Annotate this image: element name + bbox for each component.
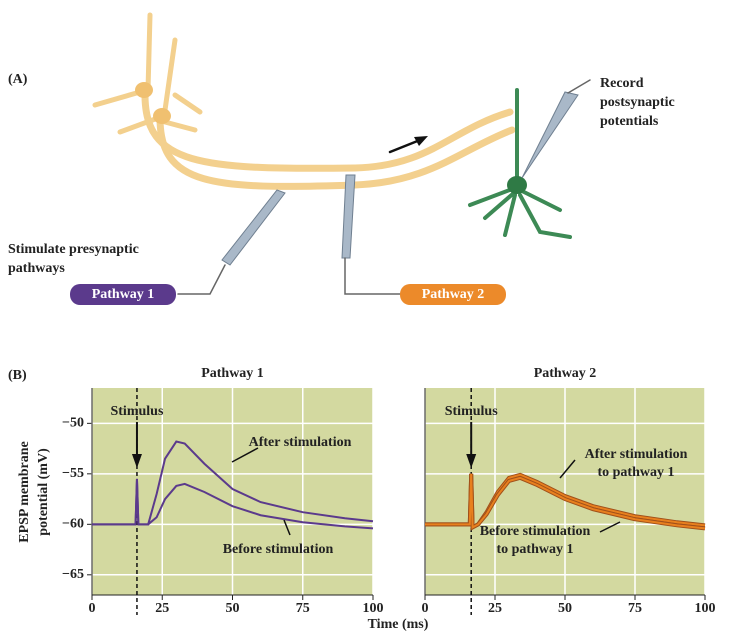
curve [425, 473, 706, 530]
pathway-pill: Pathway 2 [422, 287, 485, 302]
curve-label-line: After stimulation [585, 447, 688, 462]
stimulus-label: Stimulus [445, 404, 498, 419]
y-tick-label: −50 [62, 416, 84, 431]
curve-label-line: Before stimulation [223, 542, 334, 557]
curve-label-line: to pathway 1 [496, 542, 573, 557]
pathway-pill: Pathway 1 [92, 287, 155, 302]
leader-line [559, 459, 576, 479]
x-tick-label: 50 [226, 601, 240, 616]
x-tick-label: 75 [628, 601, 642, 616]
x-tick-label: 100 [363, 601, 384, 616]
curve [92, 478, 374, 530]
curve-label: Before stimulation to pathway 1 [480, 524, 591, 557]
stimulus-arrowhead [466, 454, 477, 468]
curve-label-line: to pathway 1 [597, 465, 674, 480]
x-tick-label: 50 [558, 601, 572, 616]
y-tick-label: −60 [62, 517, 84, 532]
panel-label: (A) [8, 72, 28, 87]
x-tick-label: 25 [155, 601, 169, 616]
y-tick-label: −55 [62, 466, 84, 481]
leader-line [599, 521, 621, 533]
curve-label: Before stimulation [223, 542, 334, 557]
x-tick-label: 25 [488, 601, 502, 616]
curve-label: After stimulation [249, 435, 352, 450]
stimulus-arrowhead [131, 454, 142, 468]
y-axis-label: EPSP membrane potential (mV) [17, 441, 51, 543]
stimulus-label: Stimulus [110, 404, 163, 419]
stimulate-label: Stimulate presynaptic pathways [8, 242, 139, 276]
chart-title: Pathway 1 [201, 366, 264, 381]
x-axis-label: Time (ms) [368, 617, 429, 632]
chart-title: Pathway 2 [534, 366, 597, 381]
x-tick-label: 0 [422, 601, 429, 616]
record-label: Record postsynaptic potentials [600, 76, 675, 129]
curve-label-line: After stimulation [249, 435, 352, 450]
x-tick-label: 0 [89, 601, 96, 616]
curve-label-line: Before stimulation [480, 524, 591, 539]
x-tick-label: 100 [695, 601, 716, 616]
x-tick-label: 75 [296, 601, 310, 616]
leader-line [231, 447, 259, 463]
leader-line [283, 519, 291, 536]
y-tick-label: −65 [62, 567, 84, 582]
curve-label: After stimulation to pathway 1 [585, 447, 688, 480]
neuron-diagram [70, 12, 591, 305]
panel-label: (B) [8, 368, 27, 383]
